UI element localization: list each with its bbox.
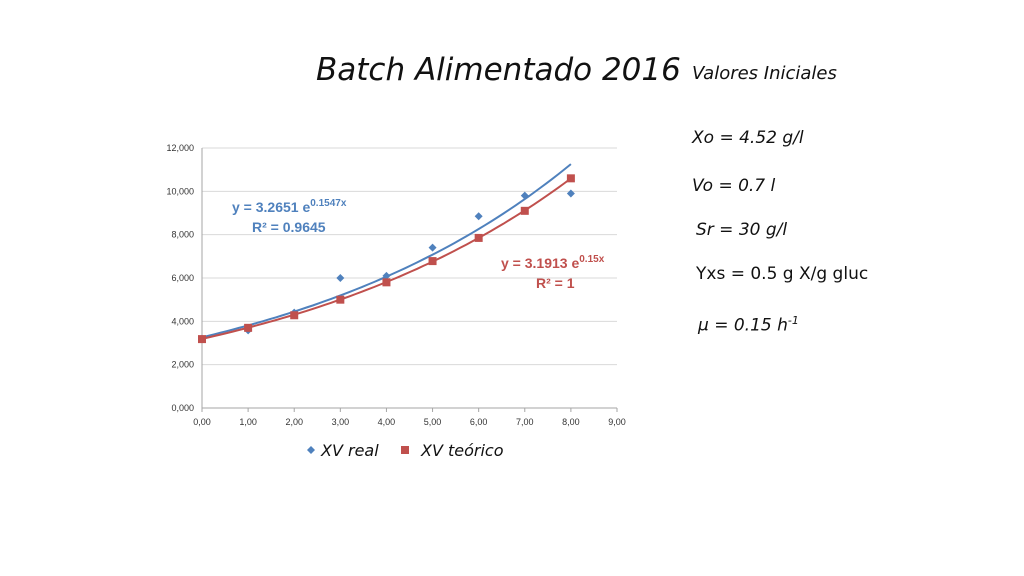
param-mu-base: μ = 0.15 h (698, 315, 788, 336)
x-tick-label: 8,00 (562, 417, 580, 427)
data-point-xv-real (566, 189, 575, 198)
legend-marker-xv-real (307, 446, 315, 454)
chart-title: Batch Alimentado 2016 (316, 52, 681, 88)
y-tick-label: 2,000 (171, 360, 194, 370)
data-point-xv-real (382, 271, 391, 280)
param-yxs: Yxs = 0.5 g X/g gluc (696, 264, 869, 284)
trendline-r2-xv-real: R² = 0.9645 (252, 219, 326, 235)
trendline-equation-exponent: 0.1547x (310, 198, 347, 209)
param-mu-exponent: -1 (787, 314, 799, 327)
data-point-xv-teorico (382, 278, 391, 287)
x-tick-label: 3,00 (332, 417, 350, 427)
data-point-xv-teorico (520, 206, 529, 215)
data-point-xv-teorico (566, 174, 575, 183)
param-mu: μ = 0.15 h-1 (698, 314, 799, 336)
param-xo: Xo = 4.52 g/l (692, 128, 804, 148)
data-point-xv-real (428, 243, 437, 252)
y-tick-label: 12,000 (166, 143, 194, 153)
x-tick-label: 9,00 (608, 417, 626, 427)
y-tick-label: 6,000 (171, 273, 194, 283)
legend-label-xv-teorico: XV teórico (420, 441, 504, 460)
data-point-xv-teorico (428, 257, 437, 266)
param-sr: Sr = 30 g/l (696, 220, 788, 240)
y-tick-label: 0,000 (171, 403, 194, 413)
data-point-xv-teorico (244, 323, 253, 332)
data-point-xv-real (474, 212, 483, 221)
trendline-xv-real (201, 163, 572, 339)
x-tick-label: 6,00 (470, 417, 488, 427)
trendline-equation-exponent: 0.15x (579, 254, 604, 265)
data-point-xv-teorico (198, 335, 206, 344)
legend-marker-xv-teorico (401, 446, 409, 454)
data-point-xv-teorico (336, 295, 345, 304)
trendline-r2-xv-teorico: R² = 1 (536, 275, 575, 291)
x-tick-label: 4,00 (378, 417, 396, 427)
x-tick-label: 5,00 (424, 417, 442, 427)
x-tick-label: 1,00 (239, 417, 257, 427)
x-tick-label: 0,00 (193, 417, 211, 427)
data-point-xv-teorico (290, 311, 299, 320)
trendline-equation-xv-teorico: y = 3.1913 e0.15x (501, 254, 605, 271)
x-tick-label: 2,00 (285, 417, 303, 427)
y-tick-label: 10,000 (166, 186, 194, 196)
y-tick-label: 8,000 (171, 230, 194, 240)
param-vo: Vo = 0.7 l (692, 176, 776, 196)
trendline-equation-xv-real: y = 3.2651 e0.1547x (232, 198, 347, 215)
legend-label-xv-real: XV real (320, 441, 379, 460)
params-heading: Valores Iniciales (692, 63, 837, 84)
data-point-xv-real (520, 191, 529, 200)
data-point-xv-real (336, 274, 345, 282)
x-tick-label: 7,00 (516, 417, 534, 427)
y-tick-label: 4,000 (171, 316, 194, 326)
data-point-xv-teorico (474, 233, 483, 242)
